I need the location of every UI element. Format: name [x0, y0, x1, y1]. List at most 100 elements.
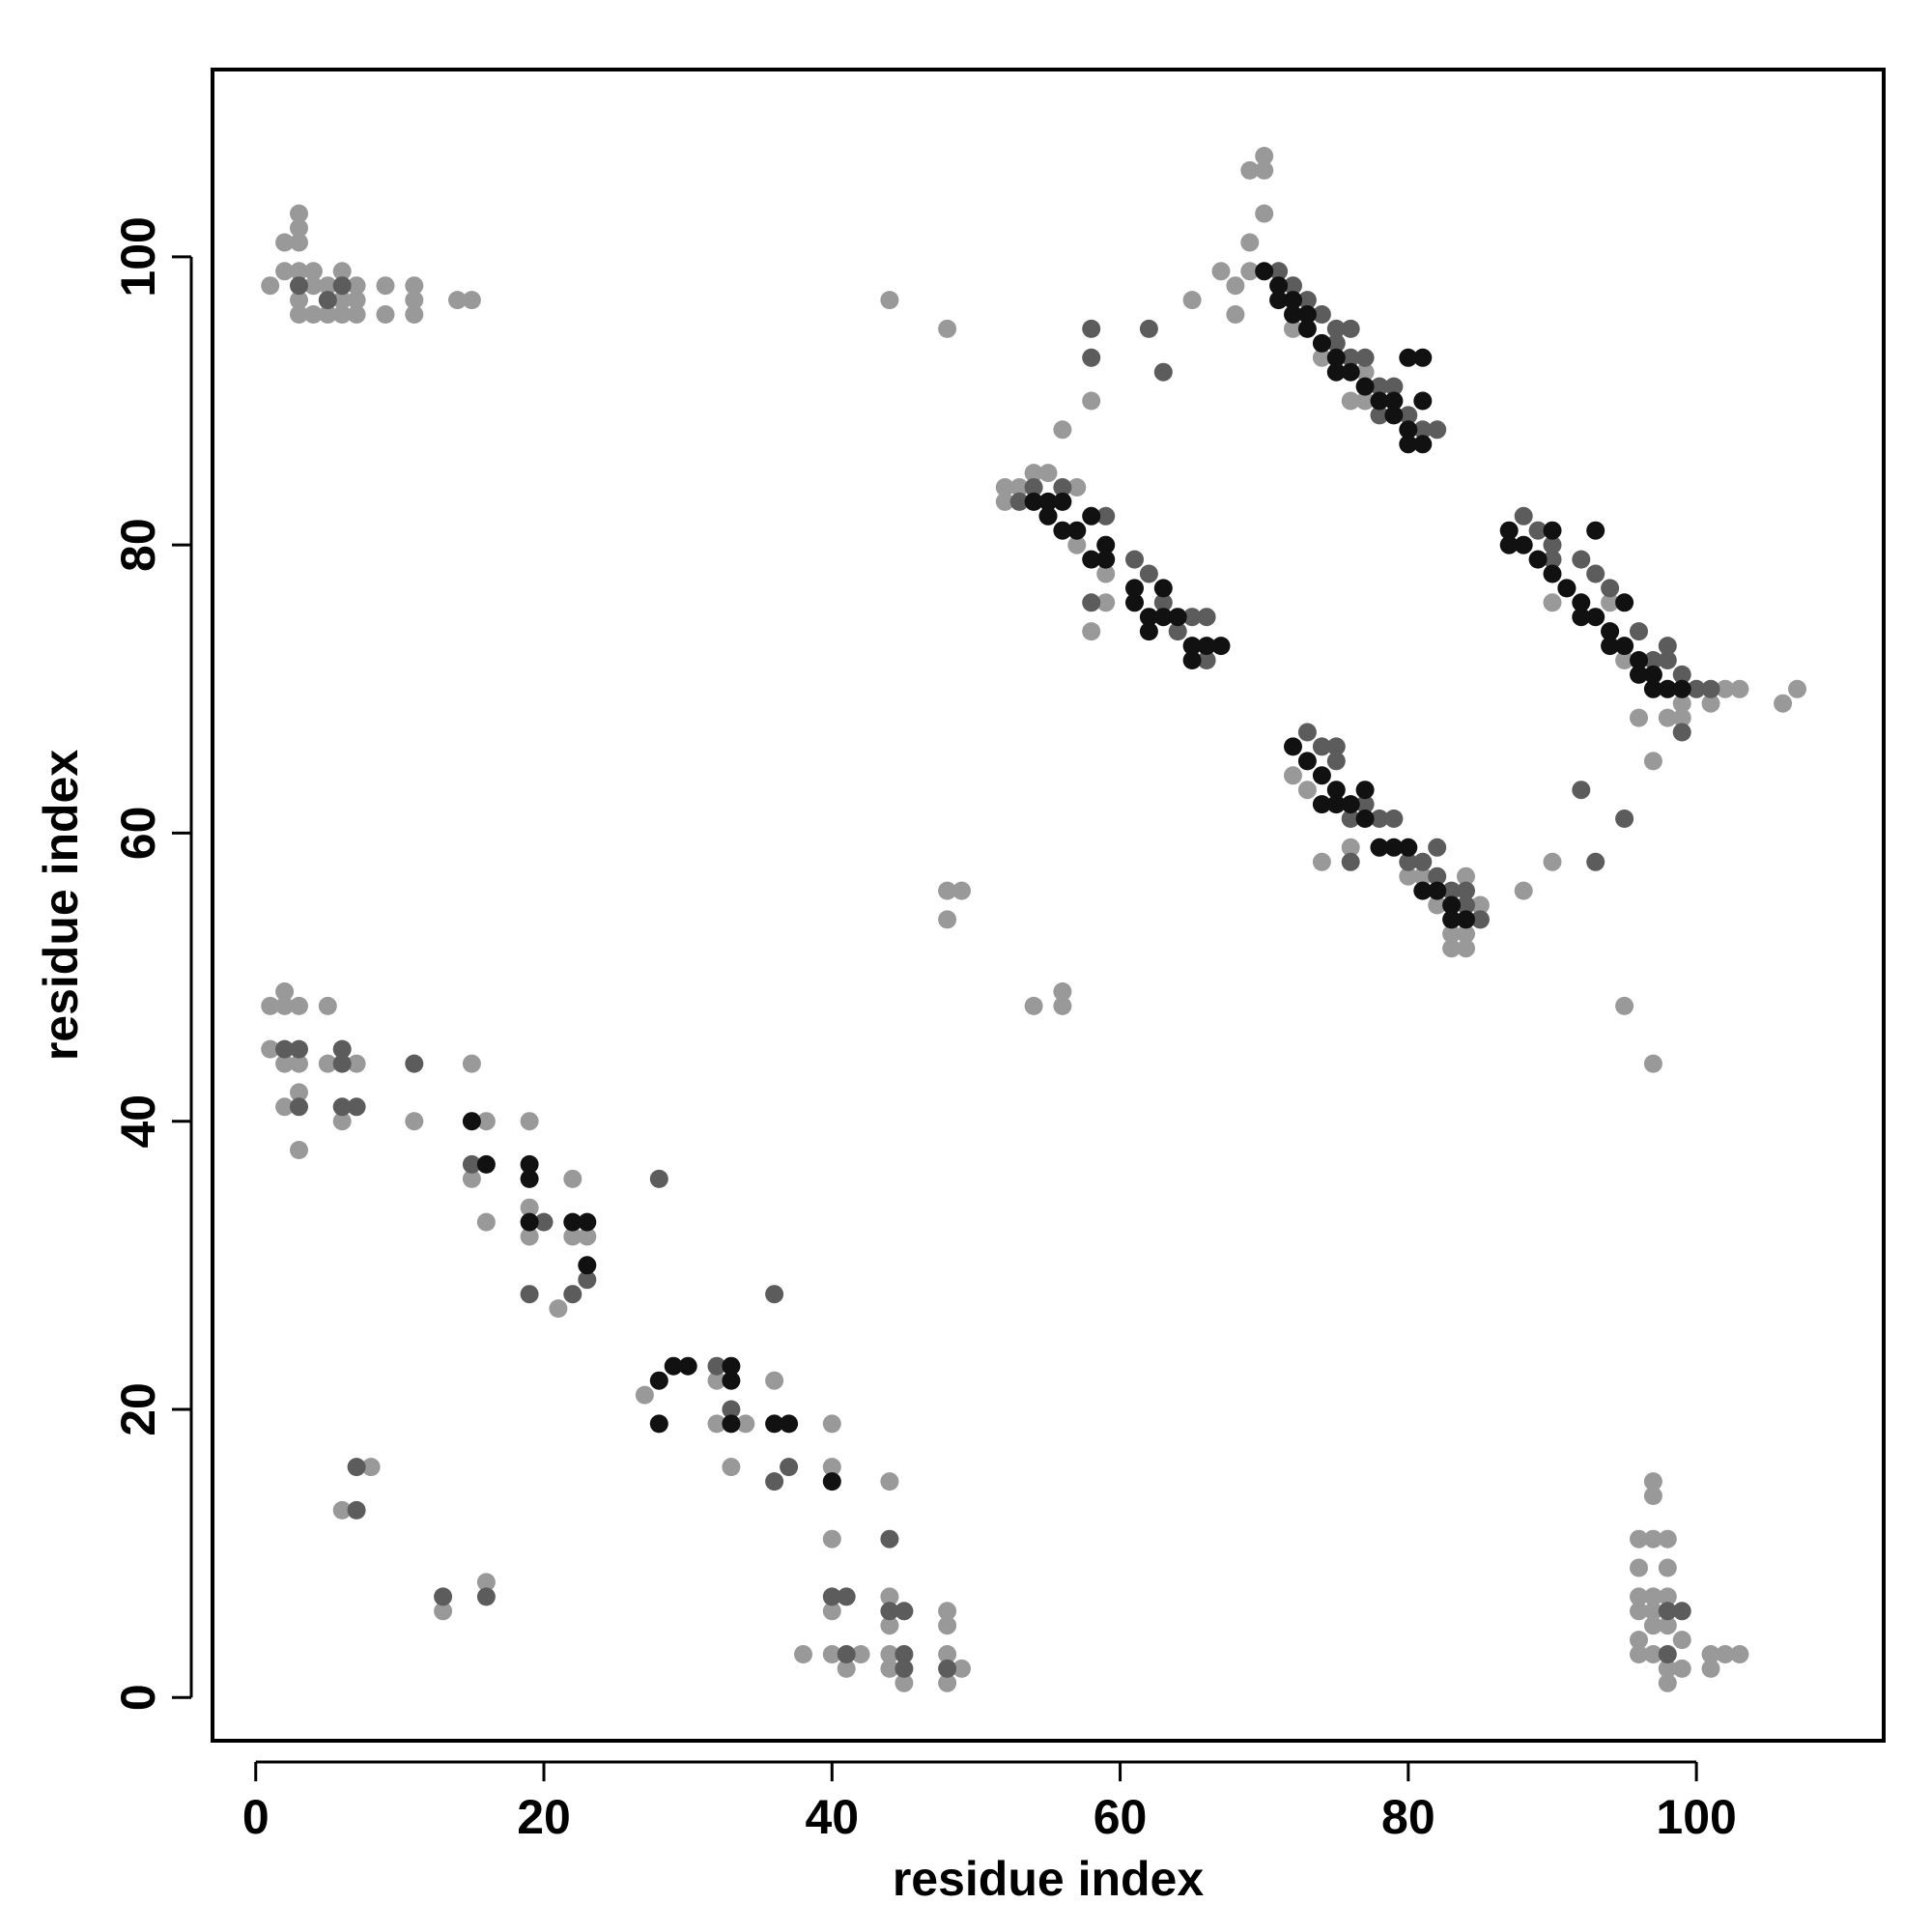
data-point [578, 1212, 597, 1232]
data-point [880, 1529, 899, 1548]
x-tick-label: 60 [1094, 1790, 1148, 1844]
y-tick-label: 0 [111, 1684, 165, 1711]
data-point [722, 1371, 741, 1390]
data-point [290, 218, 308, 238]
data-point [1009, 478, 1029, 497]
data-point [1701, 679, 1720, 698]
data-point [1413, 391, 1433, 411]
data-point [405, 1054, 424, 1073]
data-point [1370, 377, 1389, 396]
data-point [1255, 262, 1274, 281]
data-point [1716, 1645, 1735, 1663]
data-point [1630, 1529, 1648, 1548]
data-point [290, 276, 308, 296]
data-point [1643, 1529, 1662, 1548]
data-point [290, 262, 308, 281]
data-point [1442, 924, 1462, 944]
data-point [1125, 579, 1144, 598]
data-point [1153, 579, 1173, 598]
data-point [1730, 679, 1749, 698]
data-point [707, 1371, 726, 1390]
data-point [376, 305, 395, 324]
data-point [1297, 752, 1317, 771]
data-point [347, 305, 366, 324]
data-point [1572, 608, 1591, 627]
data-point [1297, 781, 1317, 800]
data-point [635, 1385, 654, 1405]
data-point [1601, 579, 1620, 598]
data-point [1009, 492, 1029, 511]
data-point [1413, 852, 1433, 871]
data-point [794, 1645, 812, 1663]
data-point [1284, 737, 1302, 756]
data-point [1399, 406, 1418, 425]
data-point [1053, 996, 1072, 1015]
data-point [765, 1414, 784, 1434]
data-point [1024, 464, 1043, 483]
data-point [822, 1472, 841, 1492]
data-point [290, 204, 308, 223]
data-point [1082, 348, 1101, 367]
data-point [780, 1458, 799, 1477]
data-point [1182, 637, 1202, 656]
data-point [1240, 262, 1260, 281]
data-point [1543, 593, 1562, 612]
data-point [1658, 679, 1677, 698]
data-point [1384, 406, 1404, 425]
data-point [1643, 1054, 1662, 1073]
data-point [1428, 895, 1447, 915]
data-point [578, 1256, 597, 1275]
data-point [1384, 377, 1404, 396]
data-point [1355, 795, 1375, 814]
data-point [1312, 795, 1331, 814]
data-point [347, 1500, 366, 1520]
data-point [722, 1400, 741, 1419]
data-point [1413, 867, 1433, 886]
data-point [1399, 348, 1418, 367]
data-point [1499, 521, 1519, 540]
data-point [1586, 852, 1605, 871]
data-point [261, 276, 280, 296]
data-point [1024, 478, 1043, 497]
data-point [1442, 939, 1462, 958]
data-point [1024, 492, 1043, 511]
data-point [520, 1285, 539, 1304]
data-point [1341, 391, 1360, 411]
data-point [1312, 852, 1331, 871]
data-point [1601, 637, 1620, 656]
data-point [938, 1616, 957, 1635]
data-point [290, 305, 308, 324]
data-point [1615, 651, 1634, 669]
data-point [822, 1414, 841, 1434]
data-point [275, 1097, 295, 1117]
data-point [1341, 362, 1360, 382]
data-point [1586, 521, 1605, 540]
data-point [1543, 535, 1562, 554]
data-point [1543, 852, 1562, 871]
data-point [1543, 521, 1562, 540]
data-point [1240, 233, 1260, 252]
data-point [1341, 795, 1360, 814]
data-point [1355, 391, 1375, 411]
data-point [1053, 492, 1072, 511]
data-point [1601, 622, 1620, 641]
data-point [1211, 637, 1231, 656]
data-point [520, 1212, 539, 1232]
data-point [707, 1414, 726, 1434]
data-point [1297, 319, 1317, 338]
data-point [649, 1371, 668, 1390]
data-point [1355, 348, 1375, 367]
data-point [1370, 391, 1389, 411]
data-point [405, 276, 424, 296]
data-point [1428, 881, 1447, 900]
data-point [1658, 1645, 1677, 1663]
data-point [1499, 535, 1519, 554]
data-point [1514, 535, 1533, 554]
data-point [1255, 204, 1274, 223]
data-point [476, 1587, 496, 1606]
data-point [1182, 651, 1202, 669]
data-point [649, 1169, 668, 1188]
data-point [1067, 478, 1087, 497]
data-point [376, 276, 395, 296]
data-point [1643, 1472, 1662, 1492]
